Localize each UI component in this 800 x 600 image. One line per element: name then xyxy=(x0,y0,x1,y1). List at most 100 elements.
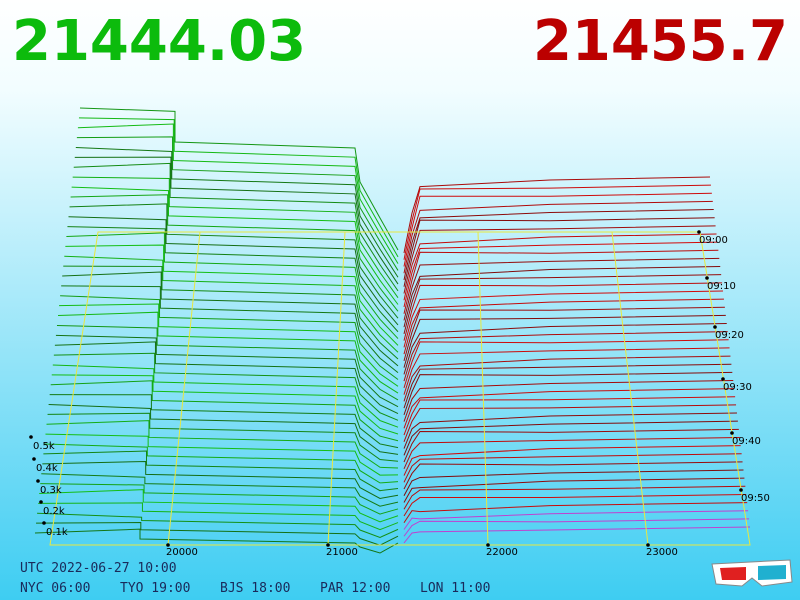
city-time: TYO 19:00 xyxy=(120,581,190,596)
ask-line xyxy=(403,331,728,382)
ask-line xyxy=(403,241,718,308)
tick-dot xyxy=(697,230,701,234)
tick-dot xyxy=(39,500,43,504)
tick-dot xyxy=(32,457,36,461)
depth-lines xyxy=(34,107,751,554)
tick-dot xyxy=(739,488,743,492)
ask-line xyxy=(403,355,731,402)
bid-line xyxy=(55,334,399,408)
bid-line xyxy=(59,303,399,387)
ask-line xyxy=(403,282,723,341)
volume-label: 0.4k xyxy=(36,463,58,474)
ask-line xyxy=(403,192,712,267)
ask-line xyxy=(403,396,736,436)
ask-line xyxy=(403,363,732,409)
bid-line xyxy=(66,232,399,339)
ask-line xyxy=(403,306,725,362)
bid-line xyxy=(60,295,399,380)
city-time: BJS 18:00 xyxy=(220,581,290,596)
bid-line xyxy=(69,203,399,319)
bid-line xyxy=(51,374,399,435)
bid-line xyxy=(48,404,399,455)
bid-line xyxy=(73,162,399,292)
ask-line xyxy=(403,217,715,287)
city-time: NYC 06:00 xyxy=(20,581,90,596)
price-label: 22000 xyxy=(486,547,518,558)
bid-line xyxy=(37,512,399,538)
bid-line xyxy=(54,341,399,414)
price-label: 20000 xyxy=(166,547,198,558)
bid-line xyxy=(41,473,399,507)
bid-line xyxy=(38,502,399,531)
bid-line xyxy=(68,216,399,326)
tick-dot xyxy=(166,543,170,547)
bid-line xyxy=(50,380,399,442)
tick-dot xyxy=(326,543,330,547)
ask-line xyxy=(403,249,719,314)
bid-price: 21444.03 xyxy=(12,9,306,74)
ask-price: 21455.7 xyxy=(533,9,788,74)
floor-grid xyxy=(49,231,751,546)
time-label: 09:10 xyxy=(707,281,736,292)
bid-line xyxy=(53,352,399,421)
ask-line xyxy=(403,176,711,254)
bid-line xyxy=(52,364,399,428)
tick-dot xyxy=(42,521,46,525)
time-label: 09:30 xyxy=(723,382,752,393)
city-times: NYC 06:00 TYO 19:00 BJS 18:00 PAR 12:00 LON … xyxy=(20,581,490,596)
volume-label: 0.2k xyxy=(43,506,65,517)
axis-labels: 20000 21000 22000 23000 0.1k 0.2k 0.3k 0.4k 0.5k… xyxy=(29,230,770,558)
bid-line xyxy=(75,147,399,278)
ask-line xyxy=(403,453,742,483)
bid-line xyxy=(61,285,399,374)
time-label: 09:50 xyxy=(741,493,770,504)
ask-line xyxy=(403,493,747,517)
ask-line xyxy=(403,412,737,449)
time-label: 09:40 xyxy=(732,436,761,447)
bid-line xyxy=(77,123,399,264)
ask-line xyxy=(403,274,722,335)
bid-line xyxy=(45,433,399,476)
utc-time: UTC 2022-06-27 10:00 xyxy=(20,561,177,576)
tick-dot xyxy=(486,543,490,547)
bid-line xyxy=(79,107,399,251)
bid-line xyxy=(49,394,399,449)
tick-dot xyxy=(730,431,734,435)
price-label: 23000 xyxy=(646,547,678,558)
ask-line xyxy=(403,477,745,503)
tick-dot xyxy=(705,276,709,280)
ask-line xyxy=(403,184,711,260)
tick-dot xyxy=(713,325,717,329)
ask-line xyxy=(403,510,749,530)
city-time: LON 11:00 xyxy=(420,581,490,596)
bid-line xyxy=(70,194,399,312)
bid-line xyxy=(58,311,399,394)
price-label: 21000 xyxy=(326,547,358,558)
ask-line xyxy=(403,469,744,497)
ask-line xyxy=(403,502,748,524)
bid-line xyxy=(56,324,399,401)
bid-line xyxy=(64,255,399,353)
ask-line xyxy=(403,209,714,281)
volume-label: 0.3k xyxy=(40,485,62,496)
ask-line xyxy=(403,436,740,470)
bid-line xyxy=(40,483,399,515)
bid-line xyxy=(78,117,399,258)
volume-label: 0.5k xyxy=(33,441,55,452)
ask-line xyxy=(403,233,717,301)
ask-line xyxy=(403,404,737,443)
tick-dot xyxy=(36,479,40,483)
bid-line xyxy=(46,420,399,469)
bid-line xyxy=(47,412,399,462)
3d-glasses-icon[interactable] xyxy=(711,559,793,587)
ask-line xyxy=(403,379,734,422)
ask-line xyxy=(403,225,716,294)
ask-line xyxy=(403,314,726,368)
bid-line xyxy=(42,460,399,499)
ask-line xyxy=(403,428,739,463)
tick-dot xyxy=(721,377,725,381)
bid-line xyxy=(65,244,399,346)
time-label: 09:00 xyxy=(699,235,728,246)
ask-line xyxy=(403,266,721,328)
ask-line xyxy=(403,526,751,544)
